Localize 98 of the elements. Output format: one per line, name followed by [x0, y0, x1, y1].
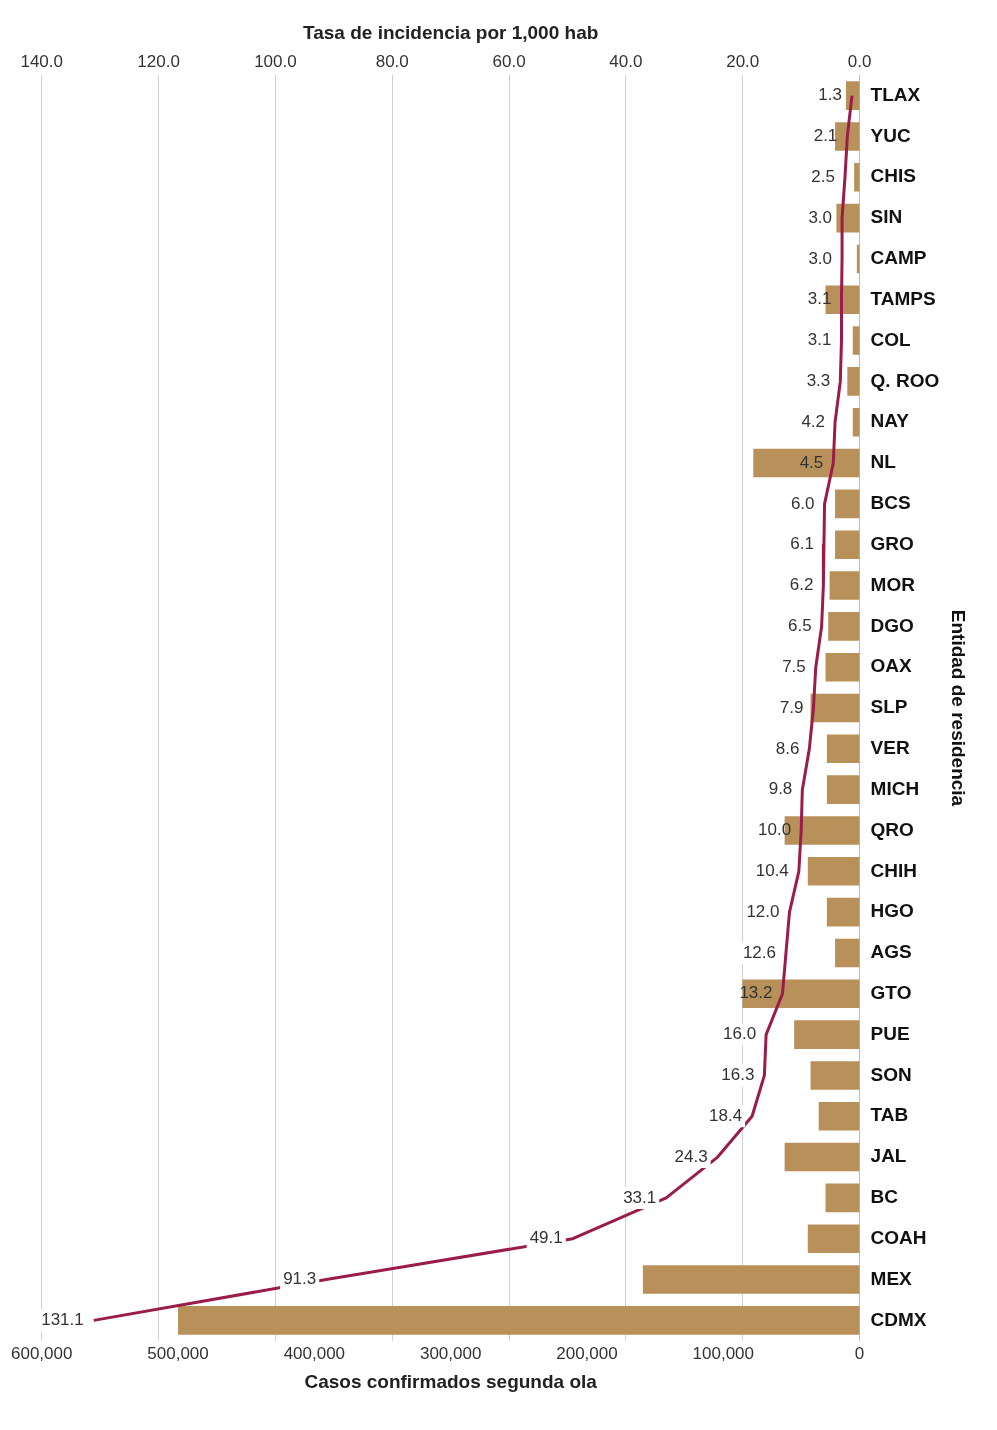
y-tick-label: CHIH [870, 859, 918, 881]
x2-tick-label: 60.0 [492, 51, 526, 71]
data-label: 3.0 [808, 248, 833, 268]
data-label: 6.0 [790, 493, 815, 513]
data-label: 3.1 [807, 330, 832, 350]
data-label: 131.1 [41, 1310, 84, 1330]
bar [828, 612, 860, 641]
bar [178, 1306, 860, 1335]
x-tick-label: 200,000 [556, 1343, 618, 1363]
data-label: 1.3 [818, 85, 842, 105]
data-label: 4.5 [799, 452, 824, 472]
bar [835, 489, 860, 519]
data-label: 4.2 [801, 411, 826, 431]
bar [810, 1061, 860, 1090]
bar [753, 448, 860, 478]
x2-tick-label: 120.0 [137, 51, 180, 71]
y-tick-label: DGO [870, 614, 914, 636]
bar [826, 734, 860, 764]
x-tick-label: 100,000 [692, 1343, 754, 1363]
x2-tick-label: 0.0 [847, 51, 872, 71]
bar [807, 857, 860, 886]
bar [847, 367, 860, 396]
data-label: 7.5 [782, 656, 806, 676]
y-tick-label: BC [870, 1186, 899, 1208]
bar [810, 693, 860, 723]
y-tick-label: QRO [870, 818, 914, 840]
x2-axis-title: Tasa de incidencia por 1,000 hab [302, 21, 599, 43]
data-label: 16.0 [723, 1024, 757, 1044]
data-label: 6.1 [790, 534, 814, 554]
data-label: 12.6 [742, 942, 776, 962]
y-tick-label: TAMPS [870, 287, 936, 309]
bar [826, 775, 860, 804]
y-tick-label: NL [870, 451, 897, 473]
data-label: 18.4 [709, 1105, 743, 1125]
x-tick-label: 500,000 [147, 1343, 209, 1363]
y-tick-label: PUE [870, 1022, 910, 1044]
data-label: 2.5 [811, 166, 835, 186]
y-tick-label: CAMP [870, 247, 927, 269]
bar [825, 1183, 860, 1213]
y-axis-title: Entidad de residencia [948, 609, 970, 807]
x2-tick-label: 20.0 [726, 51, 760, 71]
data-label: 6.5 [787, 616, 812, 636]
bar [807, 1224, 860, 1254]
y-tick-label: AGS [870, 941, 912, 963]
data-label: 6.2 [789, 575, 814, 595]
bar [825, 652, 860, 682]
data-label: 10.4 [755, 860, 789, 880]
y-tick-label: Q. ROO [870, 369, 940, 391]
y-tick-label: CDMX [870, 1308, 927, 1330]
y-tick-label: VER [870, 737, 910, 759]
y-tick-label: YUC [870, 124, 911, 146]
y-tick-label: MICH [870, 777, 920, 799]
x-tick-label: 600,000 [11, 1343, 73, 1363]
y-tick-label: CHIS [870, 165, 916, 187]
y-tick-label: HGO [870, 900, 914, 922]
data-label: 8.6 [775, 738, 800, 758]
data-label: 3.3 [806, 371, 831, 391]
x-tick-label: 300,000 [419, 1343, 482, 1363]
bar [835, 938, 860, 968]
bar [642, 1265, 860, 1294]
bar [794, 1020, 860, 1049]
bar [835, 530, 860, 559]
y-tick-label: BCS [870, 492, 911, 514]
y-tick-label: NAY [870, 410, 910, 432]
y-tick-label: JAL [870, 1145, 907, 1167]
y-tick-label: SIN [870, 206, 903, 228]
x2-tick-label: 40.0 [609, 51, 643, 71]
data-label: 12.0 [746, 901, 780, 921]
data-label: 33.1 [623, 1187, 657, 1207]
y-tick-label: COAH [870, 1226, 927, 1248]
x2-tick-label: 100.0 [254, 51, 297, 71]
data-label: 49.1 [529, 1228, 563, 1248]
data-label: 24.3 [674, 1146, 708, 1166]
y-tick-label: OAX [870, 655, 913, 677]
x2-tick-label: 140.0 [20, 51, 63, 71]
x2-tick-label: 80.0 [375, 51, 409, 71]
data-label: 91.3 [283, 1269, 317, 1289]
x-axis-title: Casos confirmados segunda ola [304, 1370, 598, 1392]
bar [784, 1142, 860, 1172]
data-label: 3.0 [808, 207, 833, 227]
y-tick-label: SLP [870, 696, 908, 718]
y-tick-label: COL [870, 328, 912, 350]
data-label: 7.9 [779, 697, 804, 717]
y-tick-label: SON [870, 1063, 912, 1085]
data-label: 16.3 [721, 1065, 755, 1085]
x-tick-label: 0 [854, 1343, 865, 1363]
y-tick-label: MEX [870, 1267, 913, 1289]
data-label: 9.8 [768, 779, 793, 799]
y-tick-label: GRO [870, 532, 914, 554]
y-tick-label: TAB [870, 1104, 909, 1126]
y-tick-label: TLAX [870, 83, 921, 105]
bar [829, 571, 860, 600]
bar [854, 162, 860, 192]
bar [826, 897, 860, 927]
y-tick-label: MOR [870, 573, 916, 595]
bar [818, 1101, 860, 1131]
y-tick-label: GTO [870, 982, 912, 1004]
x-tick-label: 400,000 [283, 1343, 346, 1363]
